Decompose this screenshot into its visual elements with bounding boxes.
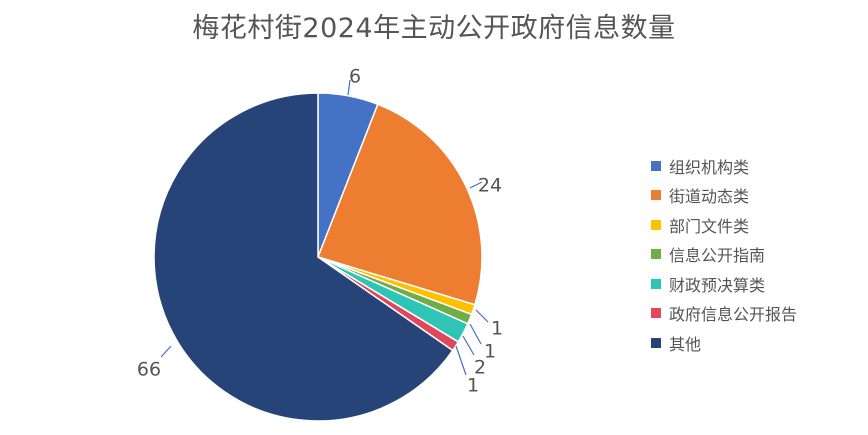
data-label-1: 6 bbox=[349, 66, 361, 88]
leader-line-4 bbox=[469, 323, 482, 345]
legend-swatch bbox=[651, 337, 661, 348]
legend-swatch bbox=[651, 160, 661, 171]
data-label-5: 2 bbox=[474, 357, 486, 379]
data-label-6: 1 bbox=[467, 375, 479, 397]
legend-swatch bbox=[651, 308, 661, 319]
legend: 组织机构类街道动态类部门文件类信息公开指南 财政预决算类政府信息公开报告 其他 bbox=[651, 151, 797, 358]
legend-label: 其他 bbox=[669, 334, 702, 354]
legend-label: 政府信息公开报告 bbox=[669, 305, 798, 325]
chart-title: 梅花村街2024年主动公开政府信息数量 bbox=[192, 13, 676, 44]
leader-line-2 bbox=[469, 181, 483, 189]
leader-line-6 bbox=[455, 345, 467, 376]
label-leaders bbox=[160, 79, 489, 376]
legend-item-5: 财政预决算类 bbox=[651, 269, 797, 299]
pie-slice-2 bbox=[317, 103, 483, 306]
legend-label: 街道动态类 bbox=[669, 187, 750, 207]
legend-item-3: 部门文件类 bbox=[651, 210, 797, 240]
legend-item-6: 政府信息公开报告 bbox=[651, 299, 797, 329]
leader-line-5 bbox=[462, 335, 475, 356]
data-label-4: 1 bbox=[484, 341, 496, 363]
legend-swatch bbox=[651, 249, 661, 260]
leader-line-7 bbox=[160, 345, 172, 358]
legend-swatch bbox=[651, 219, 661, 230]
pie-slices bbox=[153, 92, 483, 422]
legend-label: 部门文件类 bbox=[669, 216, 750, 236]
legend-swatch bbox=[651, 190, 661, 201]
legend-item-7: 其他 bbox=[651, 328, 797, 358]
legend-label: 信息公开指南 bbox=[669, 246, 766, 266]
legend-item-1: 组织机构类 bbox=[651, 151, 797, 181]
data-label-2: 24 bbox=[478, 175, 502, 197]
leader-line-1 bbox=[347, 79, 351, 96]
legend-label: 财政预决算类 bbox=[669, 275, 766, 295]
legend-item-2: 街道动态类 bbox=[651, 181, 797, 211]
data-label-3: 1 bbox=[491, 318, 503, 340]
legend-item-4: 信息公开指南 bbox=[651, 240, 797, 270]
leader-line-3 bbox=[475, 309, 489, 323]
legend-label: 组织机构类 bbox=[669, 157, 750, 177]
data-label-7: 66 bbox=[137, 359, 161, 381]
legend-swatch bbox=[651, 278, 661, 289]
pie-slice-7 bbox=[153, 92, 454, 422]
